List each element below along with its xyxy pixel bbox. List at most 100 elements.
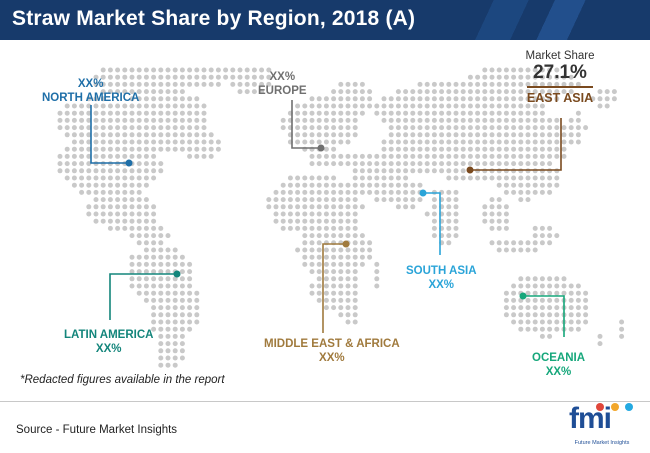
map-dot bbox=[453, 175, 459, 181]
map-dot bbox=[295, 189, 301, 195]
map-dot bbox=[143, 81, 149, 87]
region-label-middle-east-africa: MIDDLE EAST & AFRICA XX% bbox=[264, 337, 400, 365]
map-dot bbox=[417, 96, 423, 102]
map-dot bbox=[187, 81, 193, 87]
map-dot bbox=[431, 139, 437, 145]
map-dot bbox=[143, 211, 149, 217]
source-text: Source - Future Market Insights bbox=[16, 424, 178, 436]
map-dot bbox=[374, 189, 380, 195]
map-dot bbox=[93, 153, 99, 159]
map-dot bbox=[489, 146, 495, 152]
map-dot bbox=[136, 67, 142, 73]
map-dot bbox=[518, 182, 524, 188]
map-dot bbox=[496, 96, 502, 102]
map-dot bbox=[331, 103, 337, 109]
map-dot bbox=[446, 233, 452, 239]
map-dot bbox=[388, 197, 394, 203]
map-dot bbox=[151, 290, 157, 296]
map-dot bbox=[410, 96, 416, 102]
map-dot bbox=[547, 233, 553, 239]
map-dot bbox=[302, 247, 308, 253]
map-dot bbox=[496, 89, 502, 95]
map-dot bbox=[539, 74, 545, 80]
map-dot bbox=[547, 333, 553, 339]
map-dot bbox=[165, 125, 171, 131]
map-dot bbox=[331, 247, 337, 253]
map-dot bbox=[143, 290, 149, 296]
map-dot bbox=[151, 326, 157, 332]
map-dot bbox=[86, 189, 92, 195]
map-dot bbox=[122, 168, 128, 174]
map-dot bbox=[410, 132, 416, 138]
map-dot bbox=[316, 276, 322, 282]
map-dot bbox=[482, 117, 488, 123]
map-dot bbox=[374, 261, 380, 267]
map-dot bbox=[115, 189, 121, 195]
map-dot bbox=[143, 153, 149, 159]
map-dot bbox=[129, 81, 135, 87]
map-dot bbox=[381, 161, 387, 167]
map-dot bbox=[64, 168, 70, 174]
map-dot bbox=[525, 153, 531, 159]
map-dot bbox=[165, 103, 171, 109]
map-dot bbox=[338, 297, 344, 303]
map-dot bbox=[194, 74, 200, 80]
map-dot bbox=[583, 305, 589, 311]
map-dot bbox=[179, 276, 185, 282]
map-dot bbox=[251, 67, 257, 73]
map-dot bbox=[331, 261, 337, 267]
region-label-oceania: OCEANIA XX% bbox=[532, 351, 585, 379]
map-dot bbox=[547, 67, 553, 73]
map-dot bbox=[151, 161, 157, 167]
map-dot bbox=[172, 89, 178, 95]
map-dot bbox=[439, 89, 445, 95]
map-dot bbox=[215, 81, 221, 87]
map-dot bbox=[57, 161, 63, 167]
map-dot bbox=[280, 182, 286, 188]
leader-line-oceania bbox=[523, 295, 565, 337]
map-dot bbox=[172, 103, 178, 109]
map-dot bbox=[388, 103, 394, 109]
map-dot bbox=[439, 139, 445, 145]
map-dot bbox=[367, 103, 373, 109]
map-dot bbox=[338, 110, 344, 116]
map-dot bbox=[338, 103, 344, 109]
map-dot bbox=[431, 125, 437, 131]
map-dot bbox=[79, 161, 85, 167]
map-dot bbox=[547, 161, 553, 167]
map-dot bbox=[151, 146, 157, 152]
map-dot bbox=[259, 81, 265, 87]
map-dot bbox=[482, 204, 488, 210]
map-dot bbox=[151, 305, 157, 311]
map-dot bbox=[309, 218, 315, 224]
map-dot bbox=[129, 211, 135, 217]
map-dot bbox=[338, 132, 344, 138]
map-dot bbox=[431, 211, 437, 217]
map-dot bbox=[158, 348, 164, 354]
map-dot bbox=[518, 175, 524, 181]
map-dot bbox=[539, 276, 545, 282]
map-dot bbox=[518, 240, 524, 246]
map-dot bbox=[453, 81, 459, 87]
map-dot bbox=[323, 110, 329, 116]
map-dot bbox=[323, 189, 329, 195]
map-dot bbox=[136, 81, 142, 87]
map-dot bbox=[410, 161, 416, 167]
map-dot bbox=[431, 168, 437, 174]
map-dot bbox=[187, 110, 193, 116]
map-dot bbox=[323, 290, 329, 296]
map-dot bbox=[129, 204, 135, 210]
map-dot bbox=[115, 182, 121, 188]
map-dot bbox=[503, 240, 509, 246]
map-dot bbox=[547, 225, 553, 231]
map-dot bbox=[539, 103, 545, 109]
map-dot bbox=[518, 139, 524, 145]
map-dot bbox=[187, 312, 193, 318]
map-dot bbox=[403, 204, 409, 210]
map-dot bbox=[194, 312, 200, 318]
leader-line-mea bbox=[322, 243, 346, 333]
map-dot bbox=[417, 117, 423, 123]
map-dot bbox=[100, 211, 106, 217]
map-dot bbox=[287, 197, 293, 203]
map-dot bbox=[71, 110, 77, 116]
